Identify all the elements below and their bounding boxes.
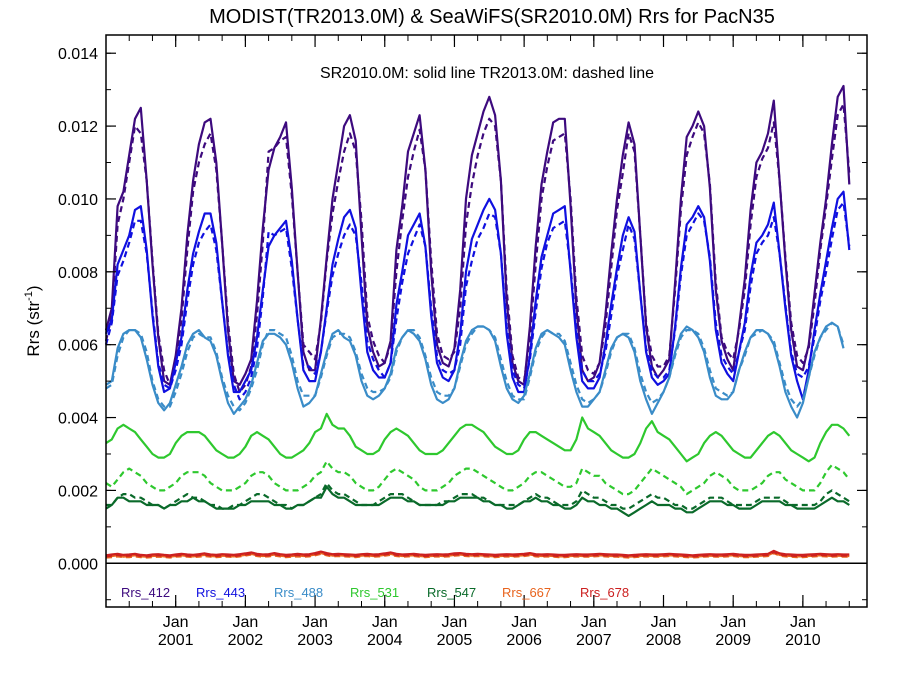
x-tick-year-label: 2008 [646, 632, 682, 649]
x-tick-month-label: Jan [442, 614, 468, 631]
series-line-rrs-412-solid [104, 84, 851, 386]
series-line-rrs-412-dashed [104, 103, 851, 394]
y-axis-label: Rrs (str-1) [23, 285, 43, 356]
x-tick-year-label: 2003 [297, 632, 333, 649]
x-tick-month-label: Jan [581, 614, 607, 631]
x-tick-month-label: Jan [163, 614, 189, 631]
x-tick-month-label: Jan [790, 614, 816, 631]
x-tick-month-label: Jan [720, 614, 746, 631]
legend-label-rrs-488: Rrs_488 [274, 585, 323, 600]
x-tick-year-label: 2002 [228, 632, 264, 649]
legend-label-rrs-678: Rrs_678 [580, 585, 629, 600]
series-layer [104, 84, 851, 559]
legend-label-rrs-547: Rrs_547 [427, 585, 476, 600]
line-style-annotation: SR2010.0M: solid line TR2013.0M: dashed … [320, 65, 654, 82]
y-tick-label: 0.002 [58, 483, 98, 500]
legend-label-rrs-667: Rrs_667 [502, 585, 551, 600]
y-tick-label: 0.012 [58, 119, 98, 136]
series-line-rrs-531-solid [105, 412, 851, 463]
legend-label-rrs-412: Rrs_412 [121, 585, 170, 600]
x-tick-year-label: 2007 [576, 632, 612, 649]
x-tick-year-label: 2005 [437, 632, 473, 649]
series-line-rrs-547-solid [106, 485, 850, 518]
y-tick-label: 0.008 [58, 265, 98, 282]
series-line-rrs-488-solid [105, 321, 845, 419]
legend-label-rrs-443: Rrs_443 [196, 585, 245, 600]
series-line-rrs-488-dashed [105, 321, 845, 412]
plot-area: 0.000 0.002 0.004 0.006 0.008 0.010 0.012 0.014… [58, 34, 868, 649]
x-tick-year-label: 2010 [785, 632, 821, 649]
series-line-rrs-443-solid [104, 190, 851, 401]
x-tick-year-label: 2004 [367, 632, 403, 649]
series-line-rrs-443-dashed [104, 201, 851, 401]
x-tick-year-label: 2006 [506, 632, 542, 649]
series-line-rrs-547-dashed [105, 482, 850, 510]
x-axis: Jan2001Jan2002Jan2003Jan2004Jan2005Jan20… [128, 35, 850, 649]
y-tick-label: 0.000 [58, 556, 98, 573]
y-tick-label: 0.014 [58, 46, 98, 63]
x-tick-month-label: Jan [232, 614, 258, 631]
y-axis: 0.000 0.002 0.004 0.006 0.008 0.010 0.012 0.014 [58, 46, 867, 601]
x-tick-month-label: Jan [511, 614, 537, 631]
legend: Rrs_412 Rrs_443 Rrs_488 Rrs_531 Rrs_547 Rrs_6… [121, 585, 629, 600]
series-line-rrs-678-dashed [105, 550, 850, 558]
plot-frame [105, 34, 868, 608]
x-tick-month-label: Jan [372, 614, 398, 631]
series-line-rrs-531-dashed [105, 460, 851, 496]
y-tick-label: 0.006 [58, 338, 98, 355]
legend-label-rrs-531: Rrs_531 [350, 585, 399, 600]
x-tick-year-label: 2009 [715, 632, 751, 649]
x-tick-month-label: Jan [651, 614, 677, 631]
y-tick-label: 0.010 [58, 192, 98, 209]
x-tick-month-label: Jan [302, 614, 328, 631]
y-tick-label: 0.004 [58, 411, 98, 428]
chart-title: MODIST(TR2013.0M) & SeaWiFS(SR2010.0M) R… [209, 6, 775, 28]
x-tick-year-label: 2001 [158, 632, 194, 649]
